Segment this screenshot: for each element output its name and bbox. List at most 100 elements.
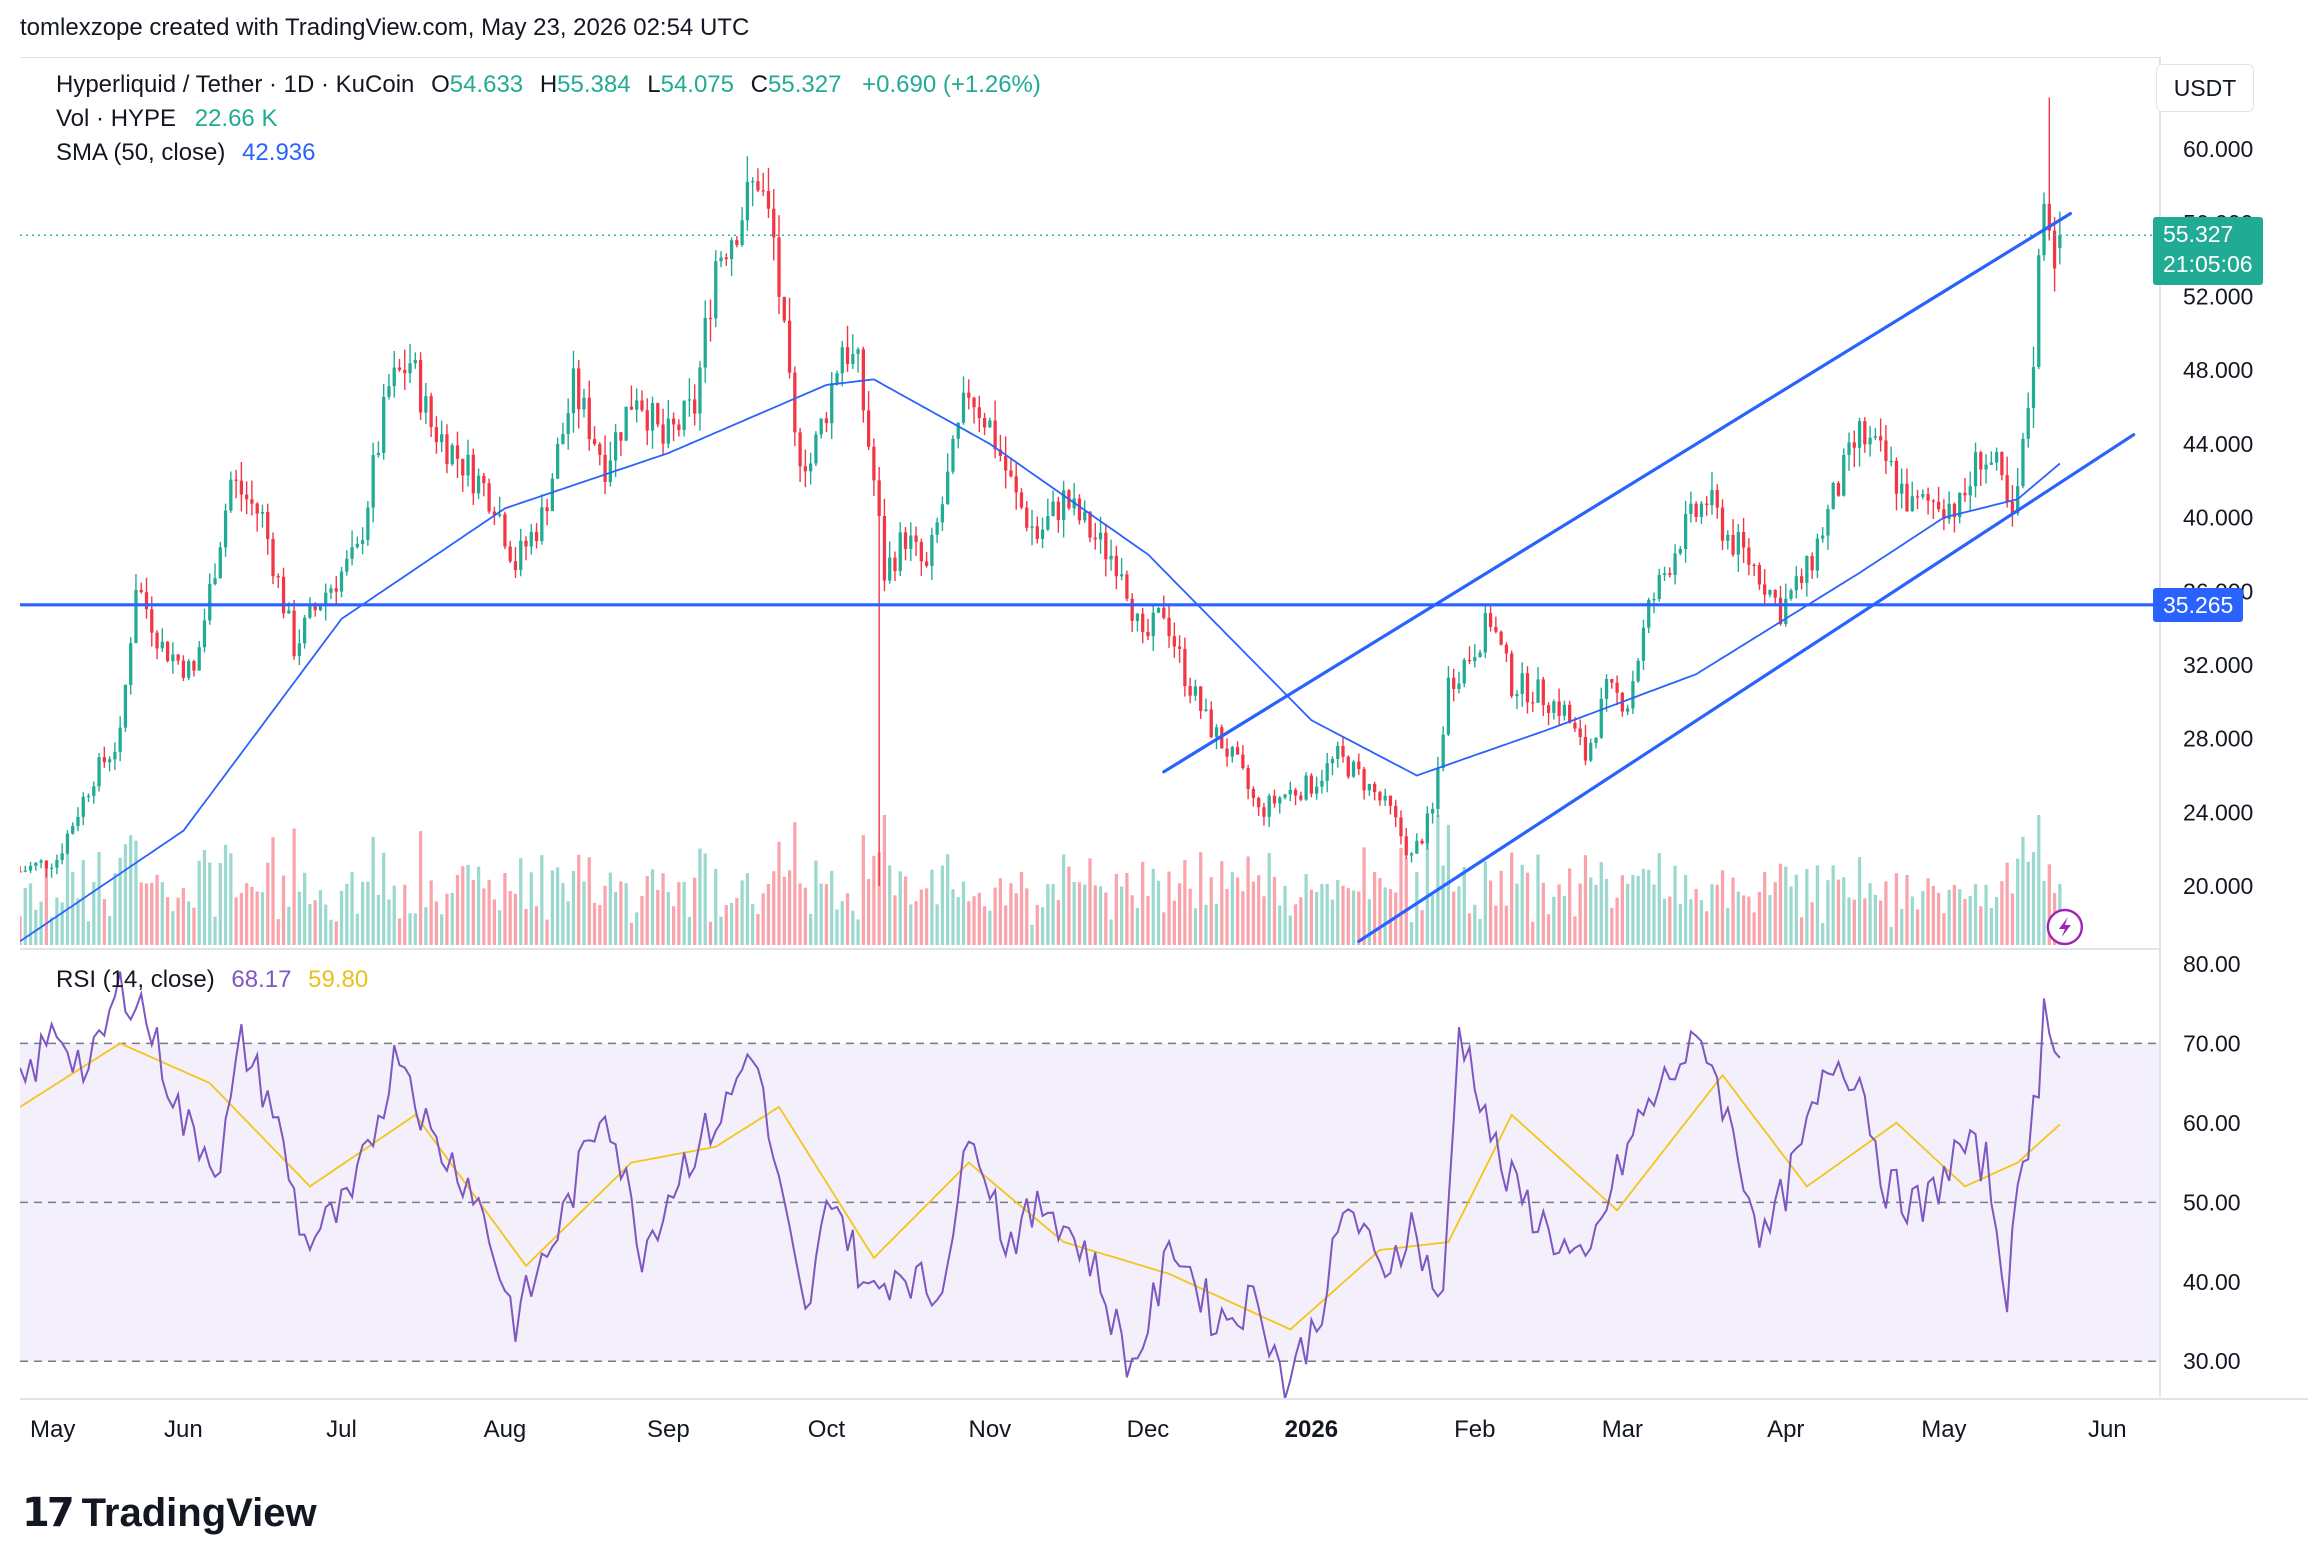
volume-bar bbox=[171, 911, 175, 945]
candle-body bbox=[582, 397, 586, 410]
volume-bar bbox=[181, 888, 186, 945]
candle-body bbox=[1942, 509, 1946, 519]
volume-bar bbox=[1478, 918, 1482, 945]
volume-bar bbox=[1388, 889, 1393, 945]
candle-body bbox=[1320, 780, 1324, 787]
volume-bar bbox=[39, 901, 43, 945]
volume-bar bbox=[1083, 884, 1087, 945]
volume-bar bbox=[313, 900, 317, 945]
volume-bar bbox=[561, 882, 565, 945]
candle-body bbox=[1309, 775, 1314, 794]
candle-body bbox=[571, 368, 576, 414]
candle-body bbox=[1894, 460, 1899, 494]
volume-bar bbox=[1620, 875, 1624, 945]
candle-body bbox=[434, 427, 439, 443]
candle-body bbox=[1504, 644, 1509, 654]
volume-bar bbox=[165, 897, 170, 945]
candle-body bbox=[1077, 498, 1082, 521]
candle-body bbox=[202, 620, 207, 648]
volume-bar bbox=[1715, 884, 1719, 945]
candle-body bbox=[424, 396, 428, 413]
volume-bar bbox=[245, 883, 249, 945]
volume-bar bbox=[250, 886, 254, 945]
volume-bar bbox=[1146, 895, 1150, 945]
candle-body bbox=[1694, 503, 1698, 517]
candle-body bbox=[429, 396, 433, 428]
candle-body bbox=[1383, 795, 1387, 801]
candle-body bbox=[940, 504, 945, 523]
volume-bar bbox=[440, 914, 444, 945]
volume-bar bbox=[1288, 915, 1292, 945]
candle-body bbox=[271, 538, 275, 577]
candle-body bbox=[1030, 526, 1034, 528]
candle-body bbox=[592, 439, 597, 445]
volume-bar bbox=[540, 855, 544, 945]
candle-body bbox=[250, 499, 254, 504]
candle-body bbox=[856, 349, 860, 354]
candle-body bbox=[1452, 677, 1456, 690]
volume-bar bbox=[1283, 885, 1287, 945]
candle-body bbox=[339, 571, 344, 592]
volume-bar bbox=[1736, 891, 1740, 945]
candle-body bbox=[650, 403, 655, 431]
volume-bar bbox=[524, 909, 528, 945]
volume-bar bbox=[466, 864, 470, 945]
candle-body bbox=[371, 455, 375, 508]
volume-bar bbox=[1420, 910, 1424, 945]
sma-legend: SMA (50, close) 42.936 bbox=[56, 139, 315, 167]
volume-bar bbox=[830, 870, 834, 945]
volume-bar bbox=[350, 872, 354, 945]
volume-bar bbox=[1441, 865, 1445, 945]
candle-body bbox=[1573, 722, 1577, 729]
candle-body bbox=[1773, 589, 1777, 598]
volume-bar bbox=[1025, 888, 1029, 945]
volume-bar bbox=[624, 882, 628, 945]
volume-bar bbox=[287, 906, 291, 945]
volume-bar bbox=[1773, 882, 1777, 945]
candle-body bbox=[44, 860, 48, 869]
candle-body bbox=[661, 424, 665, 444]
volume-bar bbox=[324, 904, 328, 945]
volume-bar bbox=[329, 919, 333, 945]
candle-body bbox=[1589, 742, 1593, 761]
volume-bar bbox=[814, 860, 818, 945]
candle-body bbox=[81, 796, 85, 817]
candle-body bbox=[1562, 704, 1567, 716]
trendline-channel-lower bbox=[1357, 433, 2136, 943]
candle-body bbox=[1357, 761, 1361, 770]
candle-body bbox=[276, 576, 280, 578]
volume-bar bbox=[1968, 895, 1972, 945]
candle-body bbox=[877, 480, 881, 517]
chart-canvas[interactable]: 20.00024.00028.00032.00036.00040.00044.0… bbox=[20, 57, 2308, 1447]
volume-bar bbox=[118, 857, 122, 945]
volume-bar bbox=[782, 876, 786, 945]
volume-bar bbox=[519, 858, 523, 945]
currency-button[interactable]: USDT bbox=[2156, 64, 2254, 112]
candle-body bbox=[1726, 534, 1730, 541]
volume-bar bbox=[229, 853, 233, 945]
volume-bar bbox=[1473, 904, 1477, 945]
volume-bar bbox=[1994, 896, 1999, 945]
candle-body bbox=[1968, 486, 1972, 496]
volume-bar bbox=[582, 881, 586, 945]
candle-body bbox=[1657, 574, 1661, 600]
volume-bar bbox=[1341, 885, 1345, 945]
candle-body bbox=[1615, 682, 1619, 693]
candle-body bbox=[619, 432, 623, 441]
volume-bar bbox=[1293, 904, 1298, 945]
volume-bar bbox=[798, 883, 802, 945]
candle-body bbox=[1293, 789, 1298, 796]
time-axis-label: Oct bbox=[808, 1416, 846, 1443]
candle-body bbox=[708, 317, 713, 320]
chart-area[interactable]: 20.00024.00028.00032.00036.00040.00044.0… bbox=[20, 57, 2308, 1447]
volume-bar bbox=[1947, 889, 1951, 945]
tradingview-logo[interactable]: 17 TradingView bbox=[22, 1490, 317, 1536]
volume-bar bbox=[187, 901, 191, 945]
candle-body bbox=[260, 511, 265, 514]
volume-bar bbox=[1399, 847, 1403, 945]
candle-body bbox=[1789, 590, 1793, 599]
candle-body bbox=[613, 432, 618, 461]
volume-bar bbox=[1467, 913, 1472, 945]
candle-body bbox=[192, 661, 196, 671]
volume-bar bbox=[1541, 882, 1545, 945]
